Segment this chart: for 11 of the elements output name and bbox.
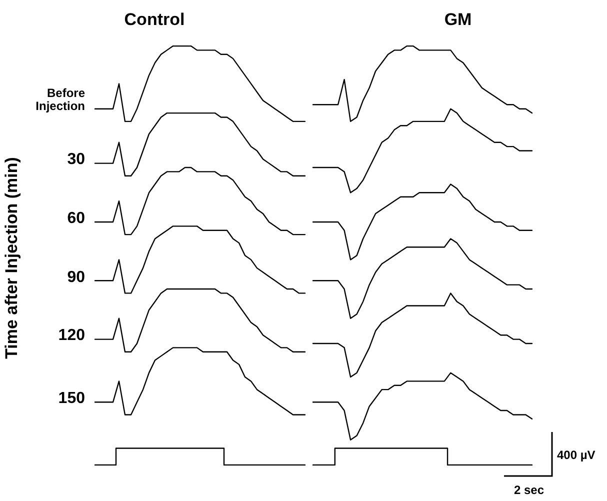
- text: 2 sec: [514, 483, 544, 497]
- text: 90: [67, 268, 85, 286]
- chart-title: GM: [444, 10, 472, 29]
- y-axis-title: Time after Injection (min): [2, 156, 22, 361]
- chart-title: Control: [124, 10, 185, 29]
- text: 120: [58, 327, 85, 344]
- text: 150: [57, 390, 85, 408]
- text: Before Injection: [34, 86, 85, 113]
- text: 400 µV: [557, 448, 596, 462]
- text: 60: [67, 210, 85, 227]
- text: 30: [67, 151, 85, 168]
